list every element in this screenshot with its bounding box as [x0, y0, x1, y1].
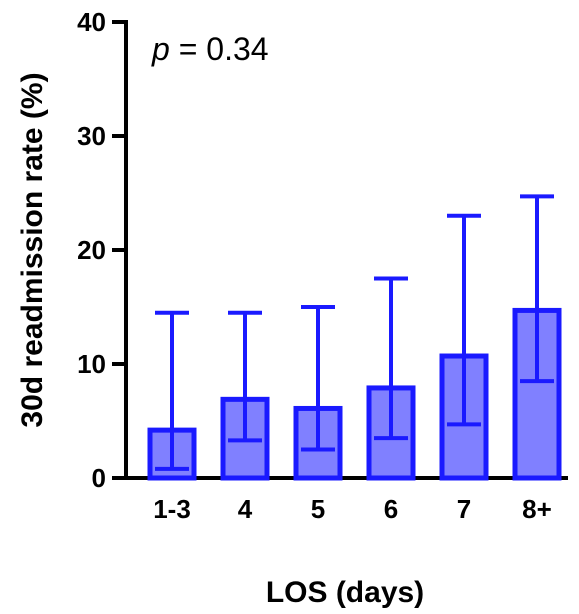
y-ticks: 0 10 20 30 40	[77, 7, 126, 493]
p-symbol: p	[151, 31, 170, 67]
x-tick-label: 4	[238, 494, 253, 524]
error-bars	[155, 194, 554, 471]
x-axis-title: LOS (days)	[266, 576, 424, 609]
axes	[124, 20, 568, 480]
x-tick-label: 7	[457, 494, 471, 524]
y-tick-label: 20	[77, 235, 106, 265]
x-tick-label: 8+	[522, 494, 552, 524]
x-tick-label: 1-3	[153, 494, 191, 524]
y-tick-label: 0	[92, 463, 106, 493]
x-ticks: 1-3 4 5 6 7 8+	[153, 494, 552, 524]
y-tick-label: 40	[77, 7, 106, 37]
p-value-annotation: p = 0.34	[151, 31, 269, 67]
y-axis-title: 30d readmission rate (%)	[16, 72, 49, 427]
y-tick-label: 30	[77, 121, 106, 151]
x-tick-label: 6	[384, 494, 398, 524]
bars	[147, 307, 562, 481]
x-tick-label: 5	[311, 494, 325, 524]
y-tick-label: 10	[77, 349, 106, 379]
p-value-text: = 0.34	[170, 31, 269, 67]
